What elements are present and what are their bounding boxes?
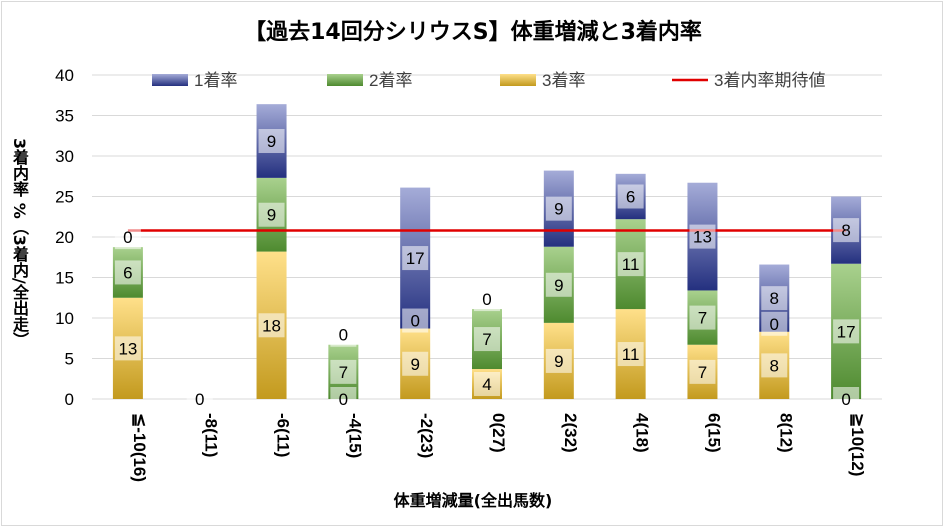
- data-label: 0: [841, 390, 850, 409]
- y-tick-label: 25: [55, 188, 74, 207]
- data-label-bg: [761, 353, 788, 378]
- data-label: 8: [770, 356, 779, 375]
- x-axis-label: 体重増減量(全出馬数): [393, 491, 553, 510]
- data-label-bg: [330, 387, 357, 411]
- data-label-bg: [474, 327, 500, 352]
- legend-label: 3着内率期待値: [714, 71, 825, 90]
- legend-swatch: [327, 74, 363, 86]
- data-label: 7: [482, 330, 491, 349]
- x-tick-label: 8(12): [776, 413, 795, 453]
- legend-label: 2着率: [369, 71, 412, 90]
- data-label: 17: [406, 249, 425, 268]
- data-label: 8: [770, 289, 779, 308]
- data-label: 0: [482, 290, 491, 309]
- legend-swatch: [152, 74, 188, 86]
- data-label-bg: [689, 359, 716, 384]
- data-label: 11: [622, 345, 640, 364]
- data-label-bg: [114, 225, 141, 250]
- x-tick-label: 4(18): [633, 413, 652, 453]
- x-tick-label: 6(15): [704, 413, 723, 453]
- data-label: 0: [123, 228, 132, 247]
- data-labels: 13 6 0 0 18 9 9 0 7 0 9 0 17 4 7 0 9 9 9 11 11 6 7 7 13 8 0 8 0 17 8: [114, 129, 860, 411]
- data-label: 0: [339, 326, 348, 345]
- data-label-bg: [402, 246, 429, 271]
- chart-title: 【過去14回分シリウスS】体重増減と3着内率: [244, 20, 702, 45]
- data-label-bg: [402, 351, 429, 376]
- data-label: 7: [698, 363, 707, 382]
- data-label: 6: [626, 188, 635, 207]
- x-tick-label: 2(32): [561, 413, 580, 453]
- data-label: 9: [267, 206, 276, 225]
- x-tick-label: ≧10(12): [848, 413, 867, 476]
- data-label-bg: [833, 218, 860, 243]
- data-label: 17: [837, 322, 856, 341]
- data-label: 13: [693, 228, 712, 247]
- data-label: 9: [267, 132, 276, 151]
- data-label: 11: [622, 255, 640, 274]
- y-tick-label: 35: [55, 107, 74, 126]
- y-tick-label: 30: [55, 147, 74, 166]
- data-label-bg: [258, 202, 285, 227]
- data-label: 9: [554, 200, 563, 219]
- data-label-bg: [474, 372, 500, 397]
- legend-label: 3着率: [542, 71, 585, 90]
- bars: [112, 104, 862, 399]
- data-label-bg: [258, 129, 285, 154]
- x-tick-label: -2(23): [417, 413, 436, 458]
- data-label: 0: [339, 390, 348, 409]
- x-tick-label: -8(11): [202, 413, 221, 457]
- data-label: 7: [698, 309, 707, 328]
- data-label: 18: [262, 316, 281, 335]
- data-label: 0: [770, 315, 779, 334]
- data-label-bg: [258, 313, 285, 338]
- x-tick-label: 0(27): [489, 413, 508, 453]
- y-tick-label: 15: [55, 269, 74, 288]
- data-label-bg: [761, 311, 788, 336]
- y-tick-label: 20: [55, 228, 74, 247]
- legend-swatch: [500, 74, 536, 86]
- data-label: 4: [482, 375, 491, 394]
- data-label-bg: [833, 319, 860, 344]
- y-axis-label: 3着内率 %（3着内/全出走）: [10, 138, 29, 348]
- data-label-bg: [186, 387, 213, 411]
- data-label: 13: [118, 339, 137, 358]
- y-tick-label: 5: [65, 350, 74, 369]
- legend: 1着率 2着率 3着率 3着内率期待値: [152, 71, 825, 90]
- data-label-bg: [617, 342, 644, 367]
- data-label: 7: [339, 363, 348, 382]
- data-label-bg: [545, 272, 572, 297]
- x-tick-label: ≦-10(16): [130, 413, 149, 482]
- data-label-bg: [330, 359, 357, 384]
- data-label-bg: [617, 252, 644, 277]
- x-tick-label: -4(15): [345, 413, 364, 458]
- x-tick-label: -6(11): [274, 413, 293, 457]
- y-tick-label: 10: [55, 309, 74, 328]
- data-label-bg: [545, 196, 572, 221]
- y-tick-label: 40: [55, 66, 74, 85]
- legend-label: 1着率: [194, 71, 237, 90]
- data-label-bg: [689, 305, 716, 330]
- data-label-bg: [833, 387, 860, 411]
- data-label-bg: [689, 224, 716, 249]
- data-label-bg: [114, 260, 141, 285]
- data-label-bg: [617, 184, 644, 209]
- y-tick-label: 0: [65, 390, 74, 409]
- data-label-bg: [545, 348, 572, 373]
- data-label: 0: [410, 312, 419, 331]
- data-label: 8: [841, 221, 850, 240]
- data-label: 6: [123, 263, 132, 282]
- data-label-bg: [402, 308, 429, 333]
- data-label-bg: [330, 322, 357, 347]
- data-label: 9: [410, 355, 419, 374]
- data-label-bg: [474, 287, 500, 312]
- data-label-bg: [114, 336, 141, 361]
- data-label: 9: [554, 352, 563, 371]
- data-label: 9: [554, 276, 563, 295]
- data-label-bg: [761, 286, 788, 311]
- data-label: 0: [195, 390, 204, 409]
